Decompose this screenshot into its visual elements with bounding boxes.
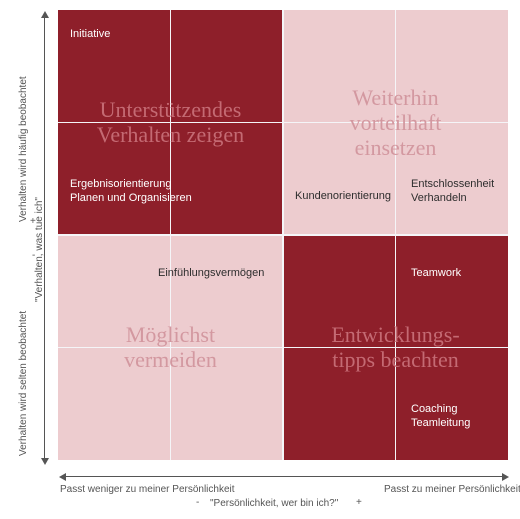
quadrant-br-item-0: Teamwork [411,267,461,281]
x-axis-center-label: "Persönlichkeit, wer bin ich?" [210,498,338,509]
y-axis-plus: + [30,216,36,227]
quadrant-tr: Weiterhin vorteilhaft einsetzenKundenori… [283,10,508,235]
quadrant-br-item-1: Coaching Teamleitung [411,403,470,431]
matrix-stage: Verhalten wird häufig beobachtet Verhalt… [0,0,520,519]
x-axis-right-label: Passt zu meiner Persönlichkeit [384,484,520,495]
grid-center-hline [58,234,508,236]
quadrant-tl-item-1: Ergebnisorientierung Planen und Organisi… [70,178,192,206]
y-axis-arrow-up [41,11,49,18]
y-axis-top-label: Verhalten wird häufig beobachtet [18,76,29,222]
quadrant-tr-item-1: Entschlossenheit Verhandeln [411,178,494,206]
y-axis-arrow-shaft [44,18,45,458]
quadrant-tl-item-0: Initiative [70,28,110,42]
x-axis-arrow-right [502,473,509,481]
quadrant-tl-hline [58,122,283,123]
x-axis-plus: + [356,497,362,508]
quadrant-tl: Unterstützendes Verhalten zeigenInitiati… [58,10,283,235]
y-axis-minus: - [32,250,35,261]
x-axis-left-label: Passt weniger zu meiner Persönlichkeit [60,484,235,495]
y-axis-arrow-down [41,458,49,465]
quadrant-bl-hline [58,347,283,348]
x-axis-arrow-shaft [66,476,502,477]
quadrant-br-hline [283,347,508,348]
y-axis-bottom-label: Verhalten wird selten beobachtet [18,311,29,456]
matrix-grid: Unterstützendes Verhalten zeigenInitiati… [58,10,508,460]
quadrant-br: Entwicklungs- tipps beachtenTeamworkCoac… [283,235,508,460]
quadrant-tr-hline [283,122,508,123]
x-axis-arrow-left [59,473,66,481]
x-axis-minus: - [196,497,199,508]
quadrant-bl: Möglichst vermeidenEinfühlungsvermögen [58,235,283,460]
quadrant-tr-item-0: Kundenorientierung [295,190,391,204]
quadrant-bl-item-0: Einfühlungsvermögen [158,267,264,281]
